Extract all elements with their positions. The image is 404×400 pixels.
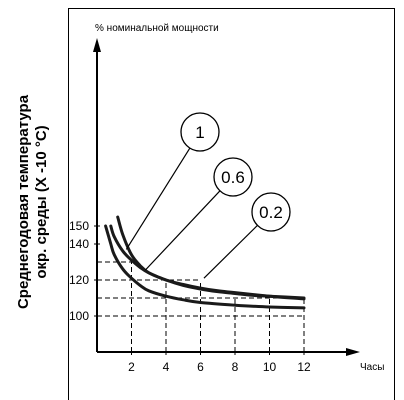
y-tick-labels: 100 120 140 150 [69, 219, 100, 323]
series-line-0-2 [104, 224, 306, 310]
callout-circle-0-2 [251, 192, 291, 232]
y-tick-label: 140 [69, 237, 89, 251]
y-tick-label: 150 [69, 219, 89, 233]
y-axis-top-label: % номинальной мощности [95, 23, 219, 34]
callout-leader-0-2 [203, 224, 258, 279]
callout-leader-1 [125, 147, 191, 250]
callout-circle-0-6 [213, 157, 253, 197]
x-tick-labels: 2 4 6 8 10 12 [128, 349, 311, 374]
x-tick-label: 4 [163, 360, 170, 374]
y-axis-arrow [93, 38, 101, 52]
curve-callouts: 1 0.6 0.2 [125, 112, 291, 279]
side-title-line-2: окр. среды (X -10 °C) [33, 125, 50, 278]
x-tick-label: 10 [263, 360, 277, 374]
chart-frame [68, 8, 395, 400]
callout-label-0-2: 0.2 [259, 203, 283, 222]
callout-leader-0-6 [144, 190, 221, 271]
x-tick-label: 12 [297, 360, 311, 374]
side-title-line-1: Среднегодовая температура [15, 94, 32, 309]
series-line-0-6 [109, 224, 306, 301]
side-title: Среднегодовая температура окр. среды (X … [15, 94, 50, 309]
y-tick-label: 120 [69, 273, 89, 287]
callout-label-0-6: 0.6 [221, 168, 245, 187]
series-curves [104, 215, 306, 310]
callout-circle-1 [180, 112, 220, 152]
x-tick-label: 8 [232, 360, 239, 374]
x-tick-label: 2 [128, 360, 135, 374]
y-tick-label: 100 [69, 309, 89, 323]
callout-label-1: 1 [195, 123, 204, 142]
x-axis-label: Часы [360, 362, 384, 373]
x-axis-arrow [346, 348, 360, 356]
x-tick-label: 6 [197, 360, 204, 374]
